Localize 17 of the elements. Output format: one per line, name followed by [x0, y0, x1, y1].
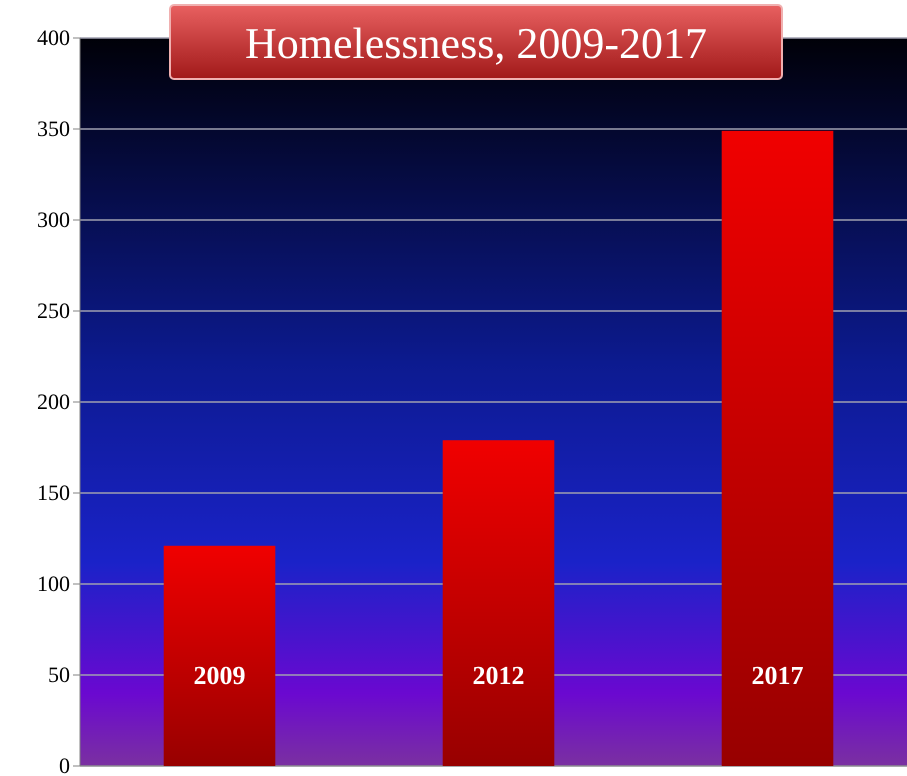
chart-title: Homelessness, 2009-2017	[245, 19, 707, 68]
y-tick-label: 400	[37, 25, 70, 50]
bar	[442, 440, 554, 766]
y-tick-label: 100	[37, 571, 70, 596]
x-tick-label: 2012	[472, 661, 524, 690]
y-tick-label: 350	[37, 116, 70, 142]
bar	[722, 130, 834, 766]
y-tick-label: 250	[37, 298, 70, 324]
y-tick-label: 50	[48, 662, 70, 688]
bar	[164, 546, 276, 766]
y-tick-label: 200	[37, 389, 70, 414]
x-tick-label: 2017	[752, 661, 804, 690]
y-tick-label: 300	[37, 207, 70, 232]
title-banner: Homelessness, 2009-2017	[169, 4, 783, 80]
x-tick-label: 2009	[194, 661, 246, 690]
y-tick-label: 0	[59, 753, 70, 776]
y-tick-label: 150	[37, 480, 70, 506]
